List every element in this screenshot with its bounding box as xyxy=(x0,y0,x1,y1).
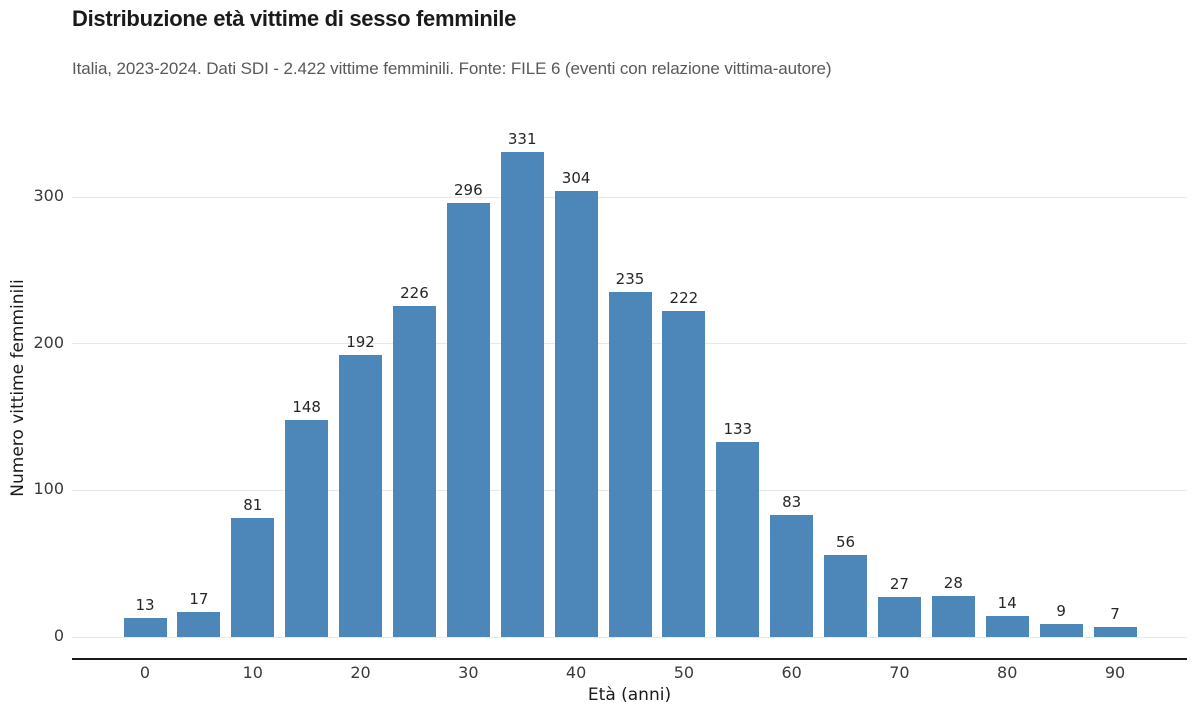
x-tick-label: 20 xyxy=(350,663,371,682)
y-axis-label: Numero vittime femminili xyxy=(8,279,28,497)
x-tick-label: 40 xyxy=(565,663,587,682)
x-tick-label: 10 xyxy=(242,663,263,682)
bar xyxy=(177,612,221,637)
bar-value-label: 222 xyxy=(669,289,699,308)
y-tick-label: 0 xyxy=(53,626,64,645)
bar xyxy=(285,419,329,637)
bar-value-label: 28 xyxy=(943,573,963,592)
bar-value-label: 56 xyxy=(836,532,856,551)
x-tick-label: 50 xyxy=(673,663,695,682)
bar xyxy=(985,616,1029,637)
bar xyxy=(608,292,652,637)
bar xyxy=(1039,623,1083,637)
bar-value-label: 331 xyxy=(507,129,537,148)
chart-subtitle: Italia, 2023-2024. Dati SDI - 2.422 vitt… xyxy=(72,59,832,78)
x-axis-label: Età (anni) xyxy=(587,685,672,705)
x-axis-line xyxy=(72,658,1187,660)
bar xyxy=(500,151,544,637)
chart-title: Distribuzione età vittime di sesso femmi… xyxy=(72,6,517,31)
bar xyxy=(554,191,598,637)
bar xyxy=(931,595,975,637)
bar xyxy=(770,515,814,637)
bar xyxy=(877,597,921,637)
x-tick-label: 30 xyxy=(458,663,479,682)
bar-value-label: 235 xyxy=(615,270,645,289)
bar-value-label: 192 xyxy=(346,333,375,352)
bar-value-label: 81 xyxy=(243,496,263,515)
x-tick-label: 70 xyxy=(889,663,910,682)
bar-value-label: 14 xyxy=(997,594,1017,613)
bar xyxy=(1093,626,1137,637)
bar xyxy=(123,617,167,637)
bar-value-label: 13 xyxy=(135,595,155,614)
bar-value-label: 133 xyxy=(723,419,753,438)
bar-value-label: 83 xyxy=(782,493,802,512)
bar xyxy=(446,202,490,637)
bar xyxy=(339,355,383,637)
gridline-y0 xyxy=(72,636,1187,638)
gridline-y300 xyxy=(72,196,1187,198)
bar-value-label: 148 xyxy=(292,397,321,416)
bar xyxy=(231,518,275,637)
bar-value-label: 304 xyxy=(561,169,591,188)
y-tick-label: 100 xyxy=(33,479,64,499)
x-tick-label: 60 xyxy=(781,663,802,682)
bar xyxy=(824,554,868,637)
bar-value-label: 296 xyxy=(454,180,483,199)
y-tick-label: 300 xyxy=(33,186,64,205)
bar-value-label: 226 xyxy=(400,283,429,302)
x-tick-label: 90 xyxy=(1104,663,1126,682)
bar-value-label: 7 xyxy=(1110,604,1120,623)
x-tick-label: 0 xyxy=(139,663,151,682)
x-tick-label: 80 xyxy=(997,663,1018,682)
y-tick-label: 200 xyxy=(33,332,64,352)
bar xyxy=(392,305,436,637)
bar xyxy=(716,441,760,637)
bar-value-label: 17 xyxy=(189,590,209,609)
bar xyxy=(662,311,706,637)
bar-value-label: 9 xyxy=(1056,601,1066,620)
bar-value-label: 27 xyxy=(889,575,909,594)
